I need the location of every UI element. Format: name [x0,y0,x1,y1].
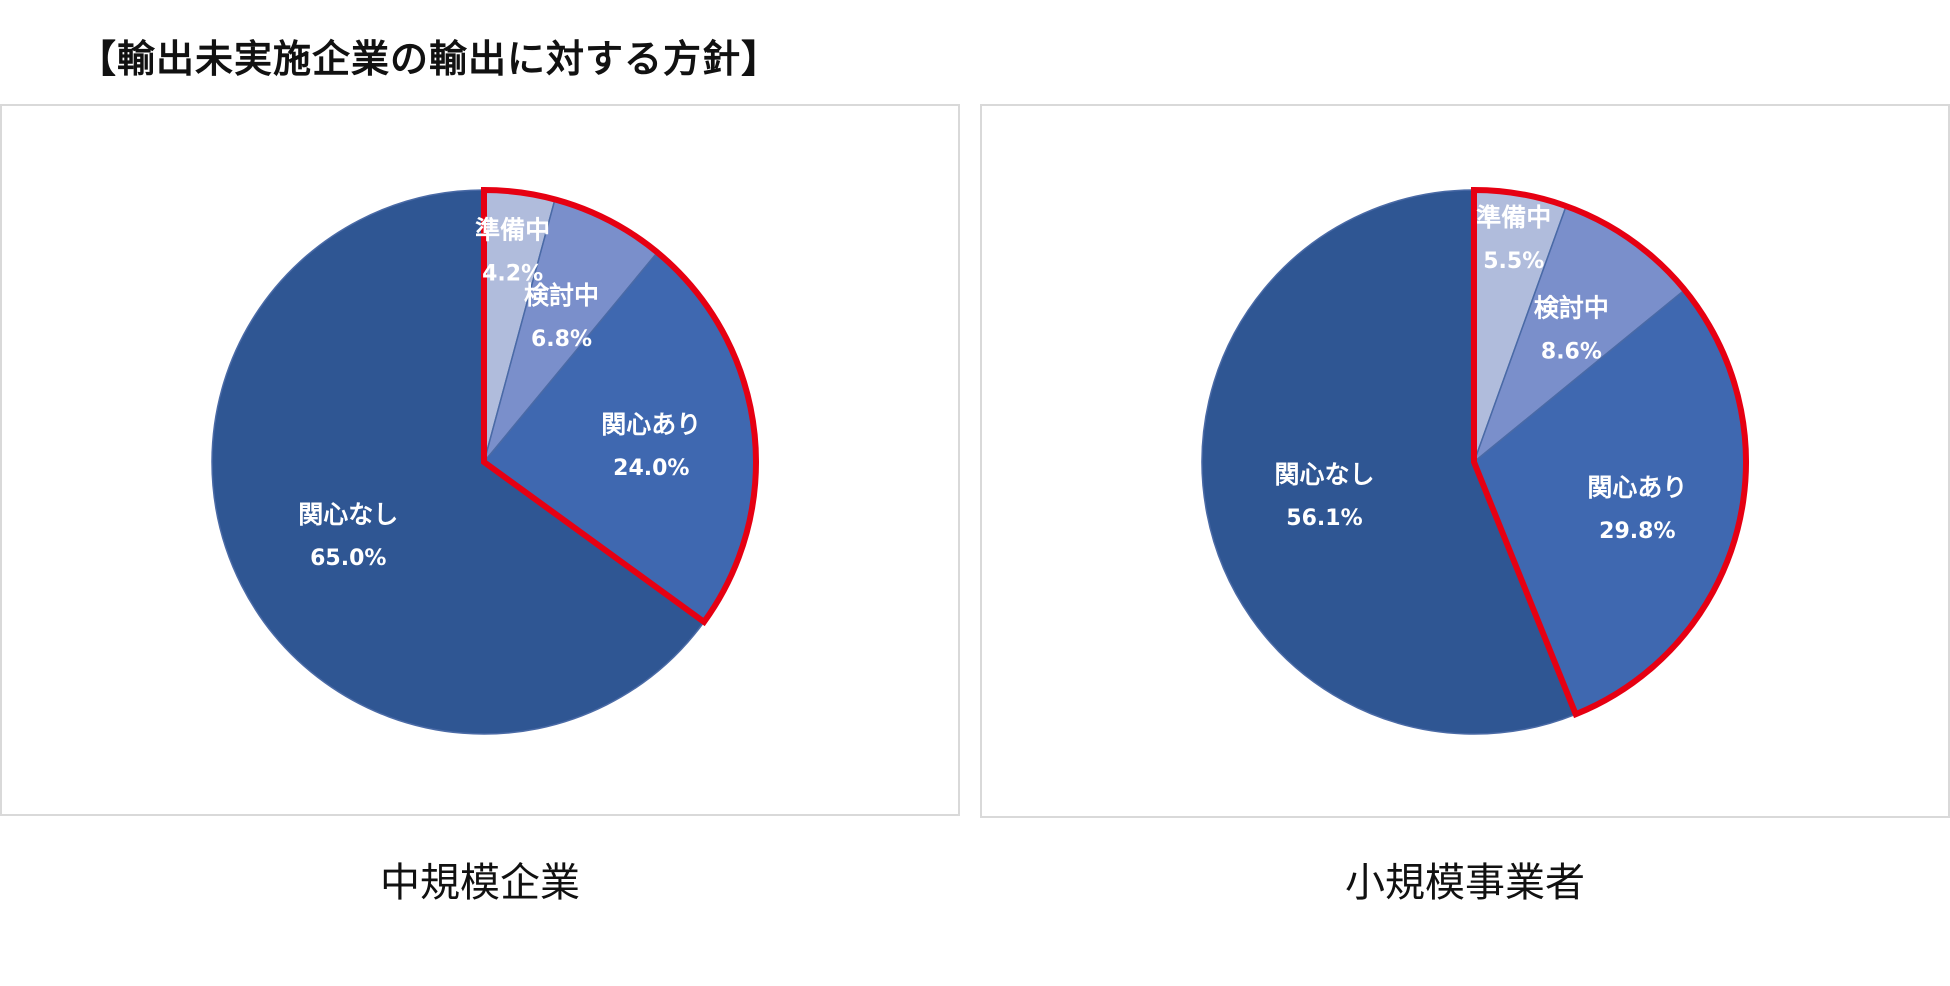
pie-chart-small-businesses: 準備中 5.5% 検討中 8.6% 関心あり 29.8% 関心なし 56.1% [1201,186,1749,735]
highlight-outline [481,186,759,627]
slice-value-considering: 6.8% [531,327,592,352]
chart-panel-medium-enterprises: 準備中 4.2% 検討中 6.8% 関心あり 24.0% 関心なし 65.0% [0,104,960,816]
slice-label-considering: 検討中 [1534,293,1609,322]
page-title: 【輸出未実施企業の輸出に対する方針】 [78,37,781,81]
slice-value-not-interested: 56.1% [1286,506,1362,531]
pie-slice-not-interested [211,189,705,735]
highlight-outline [1471,186,1749,719]
slice-value-interested: 24.0% [613,456,689,481]
slice-value-interested: 29.8% [1599,519,1675,544]
pie-slice-not-interested [1201,189,1577,735]
slice-label-not-interested: 関心なし [298,500,398,529]
slice-label-considering: 検討中 [524,281,599,310]
slice-label-not-interested: 関心なし [1274,460,1374,489]
slice-label-interested: 関心あり [601,410,701,439]
chart-caption-small-businesses: 小規模事業者 [1345,860,1585,906]
slice-value-considering: 8.6% [1541,339,1602,364]
slice-value-not-interested: 65.0% [310,546,386,571]
slice-value-preparing: 4.2% [482,261,543,286]
chart-panel-small-businesses: 準備中 5.5% 検討中 8.6% 関心あり 29.8% 関心なし 56.1% [980,104,1950,818]
chart-caption-medium-enterprises: 中規模企業 [380,860,580,906]
slice-label-interested: 関心あり [1587,473,1687,502]
pie-chart-medium-enterprises: 準備中 4.2%検討中 6.8% 関心あり 24.0% 関心なし 65.0% [211,186,759,735]
slice-value-preparing: 5.5% [1483,249,1544,274]
slice-label-preparing: 準備中 [475,215,550,244]
slice-label-preparing: 準備中 [1476,203,1551,232]
